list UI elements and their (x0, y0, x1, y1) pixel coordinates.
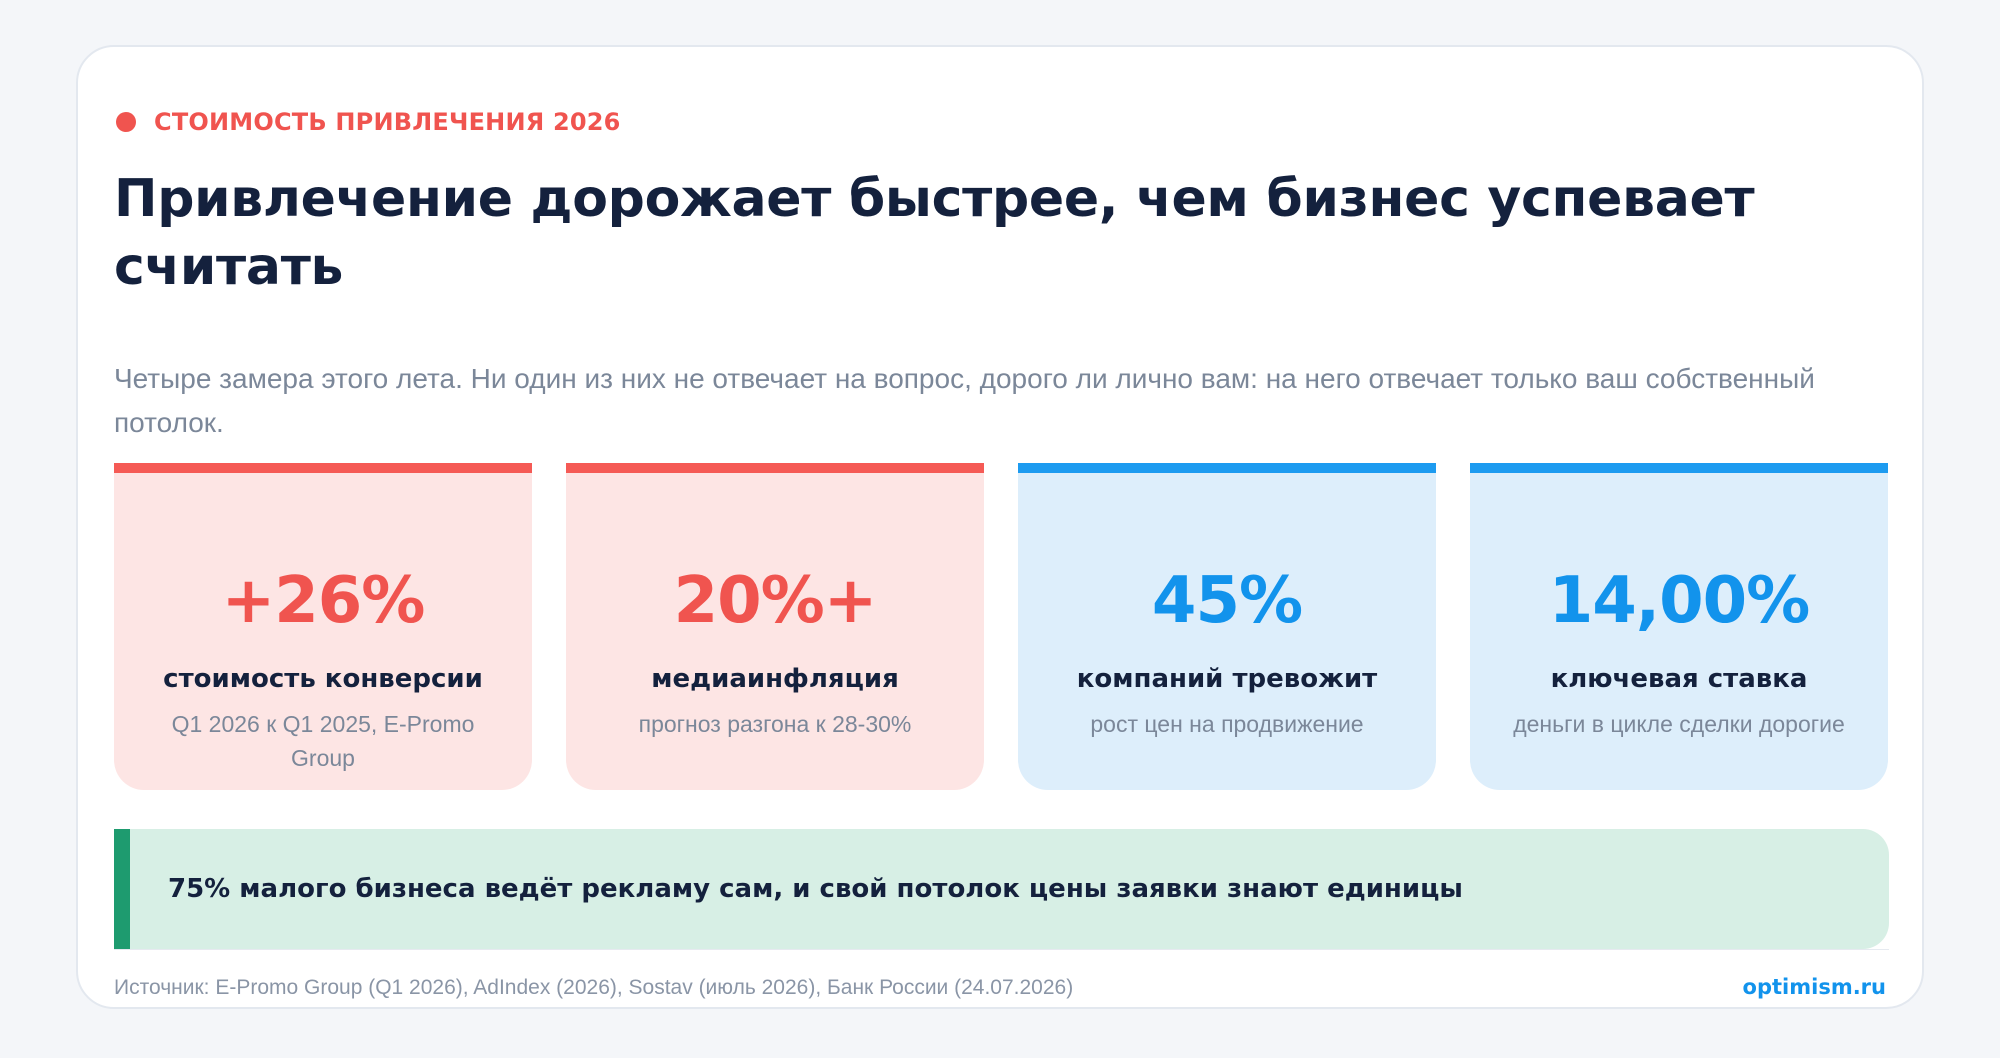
stat-accent-bar (1470, 463, 1888, 473)
stat-accent-bar (1018, 463, 1436, 473)
source-note: Источник: E-Promo Group (Q1 2026), AdInd… (114, 976, 1074, 999)
stat-card-companies-concerned: 45% компаний тревожит рост цен на продви… (1018, 463, 1436, 790)
stat-accent-bar (114, 463, 532, 473)
section-eyebrow: СТОИМОСТЬ ПРИВЛЕЧЕНИЯ 2026 (116, 104, 621, 140)
stat-value: 45% (1151, 564, 1303, 638)
page-subtitle: Четыре замера этого лета. Ни один из них… (114, 363, 1815, 438)
stat-card-conversion-cost: +26% стоимость конверсии Q1 2026 к Q1 20… (114, 463, 532, 790)
stat-note: Q1 2026 к Q1 2025, E-Promo Group (171, 711, 475, 771)
stat-note: рост цен на продвижение (1090, 711, 1364, 737)
footer-divider (114, 949, 1889, 950)
stat-card-key-rate: 14,00% ключевая ставка деньги в цикле сд… (1470, 463, 1888, 790)
stat-note: прогноз разгона к 28-30% (638, 711, 912, 737)
stat-label: стоимость конверсии (163, 664, 483, 694)
key-insight-callout: 75% малого бизнеса ведёт рекламу сам, и … (114, 829, 1889, 949)
stat-label: компаний тревожит (1076, 664, 1378, 694)
brand-link[interactable]: optimism.ru (1742, 975, 1886, 999)
eyebrow-dot-icon (116, 112, 136, 132)
stat-value: 20%+ (673, 564, 878, 638)
stat-accent-bar (566, 463, 984, 473)
stats-row: +26% стоимость конверсии Q1 2026 к Q1 20… (114, 463, 1888, 790)
stat-note: деньги в цикле сделки дорогие (1513, 711, 1845, 737)
stat-value: +26% (221, 564, 426, 638)
stat-label: ключевая ставка (1550, 664, 1808, 694)
stat-value: 14,00% (1548, 564, 1811, 638)
stat-card-media-inflation: 20%+ медиаинфляция прогноз разгона к 28-… (566, 463, 984, 790)
stat-label: медиаинфляция (651, 664, 899, 694)
eyebrow-label: СТОИМОСТЬ ПРИВЛЕЧЕНИЯ 2026 (154, 108, 621, 136)
callout-text: 75% малого бизнеса ведёт рекламу сам, и … (168, 874, 1463, 904)
page-title: Привлечение дорожает быстрее, чем бизнес… (114, 169, 1755, 297)
infographic-card: СТОИМОСТЬ ПРИВЛЕЧЕНИЯ 2026 Привлечение д… (76, 45, 1924, 1009)
